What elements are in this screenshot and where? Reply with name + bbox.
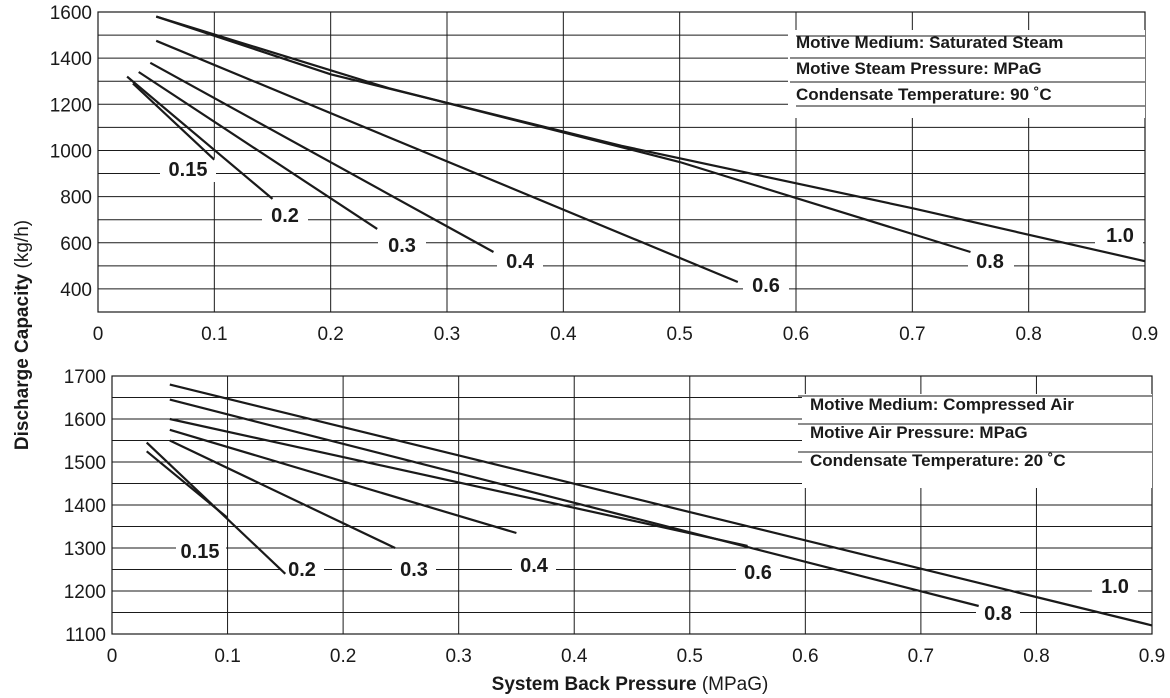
curve-label: 0.3 <box>388 235 416 257</box>
y-tick-label: 800 <box>60 188 92 209</box>
info-line: Motive Medium: Saturated Steam <box>796 33 1063 52</box>
curve-label-bg <box>378 234 426 258</box>
y-axis-title: Discharge Capacity (kg/h) <box>12 220 33 450</box>
curve-label-bg <box>1092 575 1138 599</box>
curve-label: 0.15 <box>181 541 220 563</box>
series-line-1.0 <box>169 383 1153 627</box>
x-tick-label: 0.2 <box>330 646 356 667</box>
x-axis-title-unit: (MPaG) <box>697 674 769 695</box>
steam-panel: 0 0.1 0.2 0.3 0.4 0.5 0.6 0.7 0.8 0.9 400 600 800 100… <box>50 3 1158 345</box>
x-tick-label: 0.5 <box>666 324 692 345</box>
curve-label-bg <box>392 558 436 582</box>
x-tick-label: 0.3 <box>445 646 471 667</box>
curve-label: 1.0 <box>1101 576 1129 598</box>
x-tick-label: 0.6 <box>792 646 818 667</box>
x-axis-title: System Back Pressure (MPaG) <box>492 674 769 695</box>
y-axis-title-main: Discharge Capacity <box>12 273 33 450</box>
curve-label-bg <box>512 554 556 578</box>
curve-label-bg <box>976 602 1020 626</box>
info-line: Condensate Temperature: 20 ˚C <box>810 451 1066 470</box>
y-tick-label: 1000 <box>50 141 92 162</box>
y-tick-label: 1600 <box>50 3 92 24</box>
info-box-bg <box>802 394 1152 488</box>
series-line-0.6 <box>169 417 748 547</box>
series-line-1.0 <box>155 15 1146 263</box>
curve-label-bg <box>968 250 1014 274</box>
x-tick-label: 0.5 <box>677 646 703 667</box>
curve-label-bg <box>262 204 308 228</box>
series-line-0.2 <box>126 75 274 200</box>
series-line-0.3 <box>169 439 396 549</box>
curve-label: 0.2 <box>271 205 299 227</box>
curve-label: 0.6 <box>744 562 772 584</box>
y-tick-label: 1400 <box>64 496 106 517</box>
y-tick-label: 1400 <box>50 49 92 70</box>
curve-label: 0.3 <box>400 559 428 581</box>
x-tick-label: 0.1 <box>201 324 227 345</box>
y-tick-label: 400 <box>60 280 92 301</box>
x-tick-label: 0.1 <box>214 646 240 667</box>
x-tick-label: 0.4 <box>561 646 588 667</box>
y-tick-label: 1200 <box>50 95 92 116</box>
curve-label: 0.8 <box>984 603 1012 625</box>
info-line: Condensate Temperature: 90 ˚C <box>796 85 1052 104</box>
series-line-0.3 <box>138 71 378 230</box>
y-tick-label: 1100 <box>65 625 106 646</box>
x-tick-label: 0.7 <box>899 324 925 345</box>
curve-label-bg <box>176 540 226 564</box>
curve-label: 0.6 <box>752 275 780 297</box>
y-tick-label: 1300 <box>64 539 106 560</box>
y-axis-title-unit: (kg/h) <box>12 220 33 274</box>
curve-label: 0.15 <box>169 159 208 181</box>
y-tick-label: 1700 <box>64 367 106 388</box>
series-line-0.6 <box>155 39 739 284</box>
series-line-0.4 <box>169 428 517 535</box>
curve-label-bg <box>743 274 789 298</box>
curve-label: 0.2 <box>288 559 316 581</box>
x-tick-label: 0.4 <box>550 324 577 345</box>
x-tick-label: 0.8 <box>1023 646 1049 667</box>
x-tick-label: 0 <box>107 646 118 667</box>
curve-label: 0.8 <box>976 251 1004 273</box>
x-tick-label: 0.9 <box>1139 646 1165 667</box>
curve-label-bg <box>1095 224 1143 248</box>
info-box-bg <box>788 30 1145 118</box>
x-tick-label: 0.3 <box>434 324 460 345</box>
x-tick-label: 0.9 <box>1132 324 1158 345</box>
curve-label-bg <box>280 558 324 582</box>
x-tick-label: 0.7 <box>908 646 934 667</box>
y-tick-label: 1200 <box>64 582 106 603</box>
curve-label: 0.4 <box>520 555 549 577</box>
series-line-0.8 <box>169 398 979 608</box>
series-line-0.2 <box>145 441 287 575</box>
x-axis-title-main: System Back Pressure <box>492 674 697 695</box>
curve-label-bg <box>160 158 216 182</box>
curve-label-bg <box>736 561 780 585</box>
x-tick-label: 0 <box>93 324 104 345</box>
info-line: Motive Medium: Compressed Air <box>810 395 1074 414</box>
y-tick-label: 1500 <box>64 453 106 474</box>
info-line: Motive Air Pressure: MPaG <box>810 423 1028 442</box>
x-tick-label: 0.8 <box>1015 324 1041 345</box>
series-line-0.4 <box>149 61 495 253</box>
x-tick-label: 0.2 <box>317 324 343 345</box>
curve-label-bg <box>497 250 543 274</box>
series-line-0.15 <box>132 82 216 161</box>
curve-label: 0.4 <box>506 251 535 273</box>
y-tick-label: 1600 <box>64 410 106 431</box>
info-line: Motive Steam Pressure: MPaG <box>796 59 1042 78</box>
y-tick-label: 600 <box>60 234 92 255</box>
plot-frame <box>97 11 1146 313</box>
air-panel: 0 0.1 0.2 0.3 0.4 0.5 0.6 0.7 0.8 0.9 1100 1200 1300… <box>64 367 1165 667</box>
curve-label: 1.0 <box>1106 225 1134 247</box>
x-tick-label: 0.6 <box>783 324 809 345</box>
